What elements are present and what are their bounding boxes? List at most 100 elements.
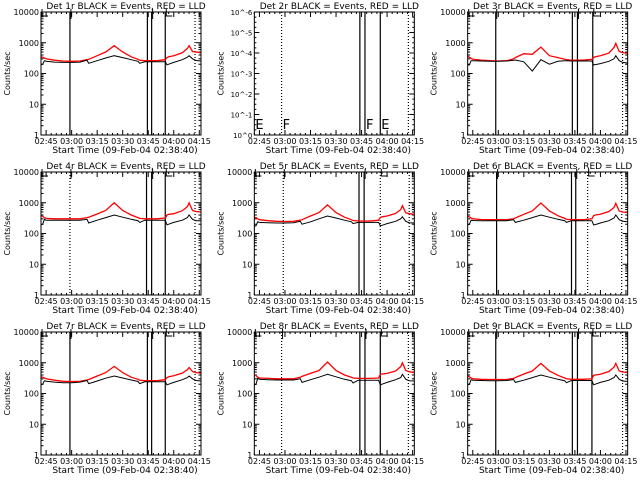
- y-axis-label: Counts/sec: [216, 211, 225, 255]
- y-tick-label: 100: [24, 70, 39, 79]
- y-tick-label: 10^-3: [231, 71, 253, 79]
- x-tick-label: 04:00: [376, 457, 399, 466]
- x-tick-label: 02:45: [461, 457, 484, 466]
- mode-marker: [592, 329, 599, 337]
- y-tick-label: 10000: [14, 8, 39, 17]
- x-tick-label: 04:00: [162, 297, 185, 306]
- y-tick-label: 1: [461, 131, 466, 140]
- y-tick-label: 100: [24, 390, 39, 399]
- y-tick-label: 100: [24, 230, 39, 239]
- y-tick-label: 1000: [445, 39, 465, 48]
- x-axis-label: Start Time (09-Feb-04 02:38:40): [52, 146, 197, 156]
- x-tick-label: 03:15: [299, 457, 322, 466]
- x-tick-label: 03:15: [299, 137, 322, 146]
- x-tick-label: 03:00: [487, 297, 510, 306]
- y-axis-label: Counts/sec: [216, 371, 225, 415]
- x-tick-label: 04:15: [401, 297, 424, 306]
- x-axis-label: Start Time (09-Feb-04 02:38:40): [266, 306, 411, 316]
- x-tick-label: 03:30: [325, 297, 348, 306]
- x-tick-label: 04:00: [589, 137, 612, 146]
- mode-marker: [254, 329, 262, 337]
- mode-marker-label: E: [381, 118, 389, 133]
- series-events-line: [40, 55, 202, 66]
- y-tick-label: 10: [455, 420, 465, 429]
- x-tick-label: 02:45: [35, 297, 58, 306]
- x-tick-label: 03:15: [512, 297, 535, 306]
- x-tick-label: 04:15: [401, 457, 424, 466]
- panel-title: Det 3r BLACK = Events, RED = LLD: [473, 2, 632, 12]
- x-tick-label: 04:00: [162, 137, 185, 146]
- x-axis-label: Start Time (09-Feb-04 02:38:40): [266, 146, 411, 156]
- x-axis-label: Start Time (09-Feb-04 02:38:40): [266, 466, 411, 476]
- y-tick-label: 100: [237, 230, 252, 239]
- x-tick-label: 04:00: [376, 137, 399, 146]
- panel-6: Det 6r BLACK = Events, RED = LLD Counts/s…: [430, 162, 638, 316]
- y-tick-label: 10^0: [233, 132, 252, 140]
- mode-marker: [380, 169, 388, 177]
- y-tick-label: 1000: [19, 39, 39, 48]
- mode-marker-label: F: [283, 118, 290, 133]
- y-tick-label: 100: [450, 70, 465, 79]
- x-tick-label: 03:30: [325, 457, 348, 466]
- x-tick-label: 02:45: [248, 457, 271, 466]
- y-axis-label: Counts/sec: [3, 371, 12, 415]
- y-tick-label: 1: [34, 291, 39, 300]
- series-events-line: [467, 54, 628, 72]
- x-tick-label: 04:15: [614, 457, 637, 466]
- plot-frame: [467, 171, 629, 296]
- y-tick-label: 10000: [14, 168, 39, 177]
- x-tick-label: 03:00: [273, 297, 296, 306]
- series-lld-line: [40, 44, 202, 62]
- series-events-line: [467, 214, 628, 226]
- x-tick-label: 04:15: [188, 297, 211, 306]
- x-tick-label: 04:15: [614, 297, 637, 306]
- series-lld-line: [254, 361, 415, 380]
- y-tick-label: 10000: [227, 168, 252, 177]
- series-events-line: [254, 215, 415, 227]
- y-tick-label: 10^-5: [231, 30, 253, 38]
- y-tick-label: 10000: [440, 168, 465, 177]
- y-tick-label: 1000: [232, 359, 252, 368]
- mode-marker: [468, 9, 475, 17]
- y-tick-label: 1: [34, 131, 39, 140]
- series-lld-line: [254, 204, 415, 223]
- x-tick-label: 03:00: [60, 457, 83, 466]
- series-lld-line: [467, 201, 628, 221]
- y-tick-label: 1: [461, 451, 466, 460]
- mode-marker: [41, 9, 48, 17]
- plot-frame: [40, 331, 202, 456]
- x-tick-label: 03:30: [538, 297, 561, 306]
- x-tick-label: 02:45: [248, 297, 271, 306]
- plot-frame: [40, 171, 202, 296]
- x-tick-label: 02:45: [248, 137, 271, 146]
- y-tick-label: 1000: [19, 199, 39, 208]
- series-events-line: [40, 375, 202, 386]
- x-tick-label: 04:00: [376, 297, 399, 306]
- x-tick-label: 03:45: [563, 137, 586, 146]
- x-tick-label: 03:45: [137, 457, 160, 466]
- y-tick-label: 10^-1: [231, 112, 253, 120]
- y-tick-label: 1000: [232, 199, 252, 208]
- x-tick-label: 03:00: [273, 137, 296, 146]
- y-axis-label: Counts/sec: [430, 211, 439, 255]
- mode-marker: [468, 169, 475, 177]
- x-axis-label: Start Time (09-Feb-04 02:38:40): [479, 146, 624, 156]
- x-tick-label: 03:30: [111, 137, 134, 146]
- x-tick-label: 03:45: [137, 137, 160, 146]
- x-tick-label: 03:00: [60, 137, 83, 146]
- y-tick-label: 100: [237, 390, 252, 399]
- x-tick-label: 03:45: [350, 457, 373, 466]
- panel-title: Det 8r BLACK = Events, RED = LLD: [260, 322, 419, 332]
- plot-frame: [253, 171, 415, 296]
- panel-title: Det 9r BLACK = Events, RED = LLD: [473, 322, 632, 332]
- y-tick-label: 1: [247, 291, 252, 300]
- x-tick-label: 03:30: [325, 137, 348, 146]
- x-axis-label: Start Time (09-Feb-04 02:38:40): [52, 306, 197, 316]
- panel-title: Det 7r BLACK = Events, RED = LLD: [46, 322, 205, 332]
- plot-frame: [253, 11, 415, 136]
- mode-marker: [41, 169, 48, 177]
- y-tick-label: 10: [29, 100, 39, 109]
- x-tick-label: 04:00: [589, 457, 612, 466]
- y-axis-label: Counts/sec: [216, 51, 225, 95]
- x-tick-label: 03:45: [563, 297, 586, 306]
